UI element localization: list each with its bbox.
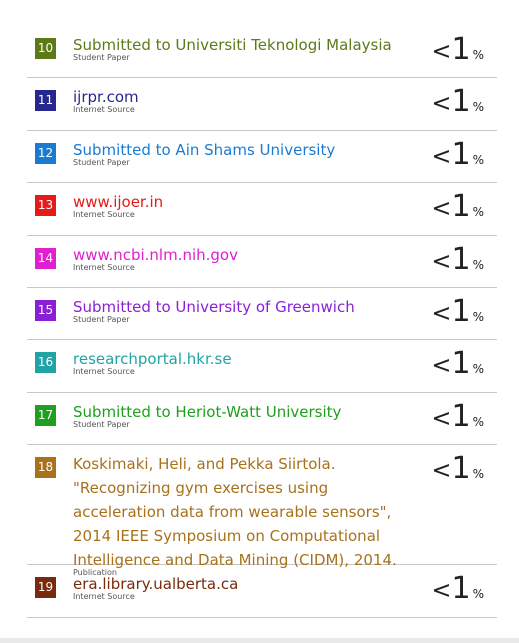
source-info: Submitted to University of Greenwich Stud… (73, 295, 403, 324)
source-rank-badge: 19 (35, 577, 56, 599)
source-title-link[interactable]: Koskimaki, Heli, and Pekka Siirtola. "Re… (73, 455, 397, 570)
source-type-label: Publication (73, 568, 117, 578)
percent-sign: % (472, 467, 484, 482)
source-info: ijrpr.com Internet Source (73, 85, 403, 114)
match-percentage: <1% (431, 293, 484, 329)
match-percentage: <1% (431, 84, 484, 120)
percentage-value: 1 (451, 346, 471, 382)
less-than-symbol: < (431, 89, 452, 118)
page-bottom-edge (0, 638, 519, 643)
source-title-link[interactable]: ijrpr.com (73, 88, 139, 107)
percent-sign: % (472, 257, 484, 272)
source-title-link[interactable]: Submitted to Universiti Teknologi Malays… (73, 36, 392, 54)
source-row[interactable]: 14 www.ncbi.nlm.nih.gov Internet Source <1% (27, 236, 497, 288)
source-row[interactable]: 16 researchportal.hkr.se Internet Source <1… (27, 340, 497, 393)
source-type-label: Student Paper (73, 314, 130, 324)
percentage-value: 1 (451, 136, 471, 172)
less-than-symbol: < (431, 141, 452, 170)
source-list: 10 Submitted to Universiti Teknologi Mala… (27, 26, 497, 618)
less-than-symbol: < (431, 194, 452, 223)
source-rank-badge: 17 (35, 404, 56, 426)
percentage-value: 1 (451, 241, 471, 277)
source-info: era.library.ualberta.ca Internet Source (73, 572, 403, 601)
match-percentage: <1% (431, 136, 484, 172)
source-row[interactable]: 10 Submitted to Universiti Teknologi Mala… (27, 26, 497, 79)
source-rank-badge: 10 (35, 38, 56, 59)
source-rank-badge: 12 (35, 142, 56, 164)
source-title-link[interactable]: www.ijoer.in (73, 193, 164, 212)
source-rank-badge: 18 (35, 457, 56, 479)
source-type-label: Student Paper (73, 53, 130, 62)
source-row[interactable]: 15 Submitted to University of Greenwich St… (27, 288, 497, 341)
percent-sign: % (472, 100, 484, 115)
source-info: Submitted to Universiti Teknologi Malays… (73, 33, 403, 62)
source-type-label: Internet Source (73, 262, 135, 272)
source-info: researchportal.hkr.se Internet Source (73, 347, 403, 376)
source-info: Submitted to Heriot-Watt University Stude… (73, 400, 403, 429)
source-row[interactable]: 12 Submitted to Ain Shams University Stude… (27, 131, 497, 184)
less-than-symbol: < (431, 37, 452, 65)
source-type-label: Internet Source (73, 367, 135, 377)
source-info: www.ijoer.in Internet Source (73, 190, 403, 219)
source-rank-badge: 15 (35, 299, 56, 321)
source-row[interactable]: 11 ijrpr.com Internet Source <1% (27, 78, 497, 131)
source-type-label: Internet Source (73, 105, 135, 115)
percentage-value: 1 (451, 398, 471, 434)
source-row[interactable]: 19 era.library.ualberta.ca Internet Source… (27, 565, 497, 618)
source-rank-badge: 11 (35, 90, 56, 112)
match-percentage: <1% (431, 241, 484, 277)
less-than-symbol: < (431, 246, 452, 275)
source-type-label: Student Paper (73, 419, 130, 429)
source-title-link[interactable]: Submitted to Ain Shams University (73, 140, 336, 159)
match-percentage: <1% (431, 451, 484, 487)
percentage-value: 1 (451, 451, 471, 487)
percentage-value: 1 (451, 84, 471, 120)
less-than-symbol: < (431, 403, 452, 432)
less-than-symbol: < (431, 298, 452, 327)
source-info: Submitted to Ain Shams University Student… (73, 138, 403, 167)
percent-sign: % (472, 205, 484, 220)
percent-sign: % (472, 587, 484, 602)
source-title-link[interactable]: era.library.ualberta.ca (73, 575, 239, 594)
source-row[interactable]: 18 Koskimaki, Heli, and Pekka Siirtola. "… (27, 445, 497, 577)
source-title-link[interactable]: researchportal.hkr.se (73, 350, 232, 369)
percent-sign: % (472, 414, 484, 429)
source-rank-badge: 16 (35, 352, 56, 374)
percentage-value: 1 (451, 293, 471, 329)
match-percentage: <1% (431, 189, 484, 225)
source-row[interactable]: 13 www.ijoer.in Internet Source <1% (27, 183, 497, 236)
source-row[interactable]: 17 Submitted to Heriot-Watt University Stu… (27, 393, 497, 446)
match-percentage: <1% (431, 571, 484, 607)
source-title-link[interactable]: Submitted to Heriot-Watt University (73, 402, 342, 421)
less-than-symbol: < (431, 351, 452, 380)
percent-sign: % (472, 362, 484, 377)
less-than-symbol: < (431, 456, 452, 485)
source-title-link[interactable]: Submitted to University of Greenwich (73, 297, 355, 316)
match-percentage: <1% (431, 32, 484, 67)
less-than-symbol: < (431, 576, 452, 605)
source-rank-badge: 14 (35, 247, 56, 269)
source-rank-badge: 13 (35, 195, 56, 217)
source-info: Koskimaki, Heli, and Pekka Siirtola. "Re… (73, 452, 403, 577)
percent-sign: % (472, 48, 484, 62)
match-percentage: <1% (431, 346, 484, 382)
percent-sign: % (472, 309, 484, 324)
source-type-label: Internet Source (73, 210, 135, 220)
match-percentage: <1% (431, 398, 484, 434)
percentage-value: 1 (451, 571, 471, 607)
source-type-label: Student Paper (73, 157, 130, 167)
percent-sign: % (472, 152, 484, 167)
percentage-value: 1 (451, 189, 471, 225)
source-type-label: Internet Source (73, 592, 135, 602)
source-title-link[interactable]: www.ncbi.nlm.nih.gov (73, 245, 238, 264)
source-info: www.ncbi.nlm.nih.gov Internet Source (73, 243, 403, 272)
percentage-value: 1 (451, 32, 471, 67)
